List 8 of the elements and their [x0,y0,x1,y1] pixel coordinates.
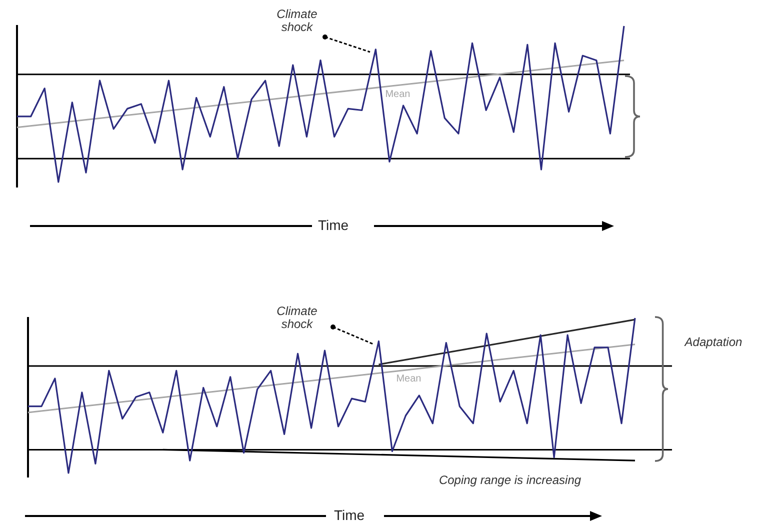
x-axis-title: Time [318,217,349,233]
text: Coping range is increasing [438,473,582,487]
text: Adaptation [683,335,744,349]
series-label: Mean [396,373,422,384]
annotation: Climate shock [276,304,318,331]
annotation: Climate shock [276,7,318,34]
x-axis-title: Time [334,507,365,522]
series-label: Mean [385,88,410,100]
